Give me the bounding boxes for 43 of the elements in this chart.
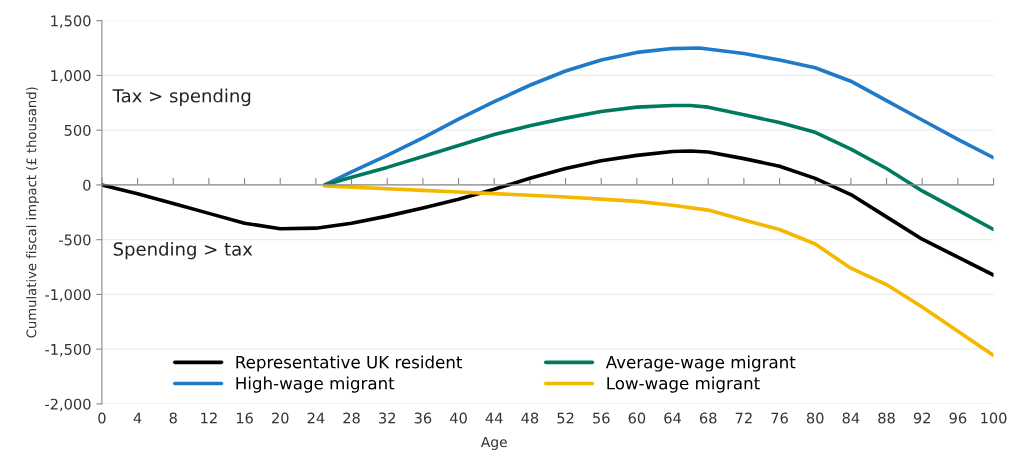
x-tick-label: 12 bbox=[201, 412, 217, 424]
x-tick-label: 28 bbox=[343, 412, 360, 424]
y-tick-label: 1,000 bbox=[51, 70, 91, 83]
x-tick-label: 72 bbox=[735, 412, 752, 424]
x-tick-label: 32 bbox=[379, 412, 396, 424]
y-tick-label: 1,500 bbox=[51, 15, 91, 28]
y-tick-label: -1,000 bbox=[45, 289, 91, 302]
legend-label: High-wage migrant bbox=[236, 376, 395, 393]
x-tick-label: 68 bbox=[699, 412, 717, 424]
legend-label: Representative UK resident bbox=[236, 355, 463, 372]
y-tick-label: -500 bbox=[59, 234, 91, 246]
x-tick-label: 16 bbox=[236, 412, 253, 424]
x-tick-label: 52 bbox=[557, 412, 574, 424]
x-tick-label: 64 bbox=[664, 412, 681, 424]
x-tick-label: 36 bbox=[414, 412, 432, 424]
x-tick-label: 100 bbox=[981, 412, 1007, 424]
legend-label: Low-wage migrant bbox=[607, 376, 760, 393]
y-tick-label: -1,500 bbox=[45, 343, 91, 357]
x-tick-label: 76 bbox=[771, 412, 788, 424]
x-tick-label: 40 bbox=[449, 412, 467, 424]
x-tick-label: 88 bbox=[878, 412, 895, 424]
x-tick-label: 0 bbox=[98, 412, 106, 424]
x-tick-label: 60 bbox=[628, 412, 646, 424]
annotation: Spending > tax bbox=[113, 241, 253, 260]
x-tick-label: 92 bbox=[913, 412, 931, 424]
y-axis-title: Cumulative fiscal impact (£ thousand) bbox=[26, 87, 39, 338]
x-tick-label: 84 bbox=[842, 412, 860, 424]
y-tick-label: 0 bbox=[83, 179, 91, 191]
y-tick-label: 500 bbox=[64, 124, 91, 136]
x-tick-label: 96 bbox=[949, 412, 967, 424]
legend-label: Average-wage migrant bbox=[605, 355, 796, 372]
x-tick-label: 48 bbox=[521, 412, 539, 424]
x-tick-label: 20 bbox=[272, 412, 289, 424]
x-tick-label: 44 bbox=[485, 412, 503, 424]
annotation: Tax > spending bbox=[112, 88, 251, 107]
x-axis-title: Age bbox=[480, 436, 507, 450]
x-tick-label: 4 bbox=[133, 412, 142, 424]
x-tick-label: 8 bbox=[169, 412, 177, 424]
x-tick-label: 24 bbox=[307, 412, 325, 424]
x-tick-label: 80 bbox=[806, 412, 824, 424]
x-tick-label: 56 bbox=[593, 412, 610, 424]
y-tick-label: -2,000 bbox=[45, 398, 91, 412]
line-series bbox=[323, 103, 994, 232]
